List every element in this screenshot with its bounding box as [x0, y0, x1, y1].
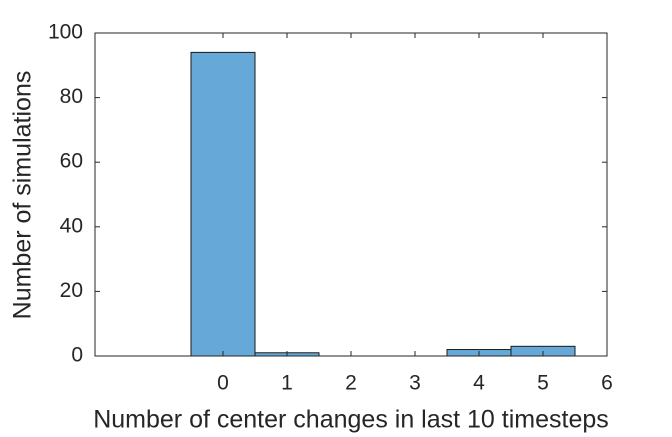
- x-axis-label: Number of center changes in last 10 time…: [93, 406, 609, 434]
- y-tick-label: 80: [60, 85, 83, 108]
- x-tick-label: 0: [217, 372, 229, 395]
- x-tick-label: 1: [281, 372, 293, 395]
- x-tick-label: 2: [345, 372, 357, 395]
- y-tick-label: 40: [60, 214, 83, 237]
- y-tick-label: 60: [60, 150, 83, 173]
- y-axis-label: Number of simulations: [9, 71, 37, 320]
- plot-frame: [94, 32, 608, 357]
- x-tick-label: 5: [537, 372, 549, 395]
- bar: [190, 51, 256, 357]
- x-tick-label: 6: [601, 372, 613, 395]
- y-tick-label: 100: [48, 21, 83, 44]
- x-tick-label: 3: [409, 372, 421, 395]
- y-tick-label: 0: [71, 344, 83, 367]
- y-tick-label: 20: [60, 279, 83, 302]
- x-tick-label: 4: [473, 372, 485, 395]
